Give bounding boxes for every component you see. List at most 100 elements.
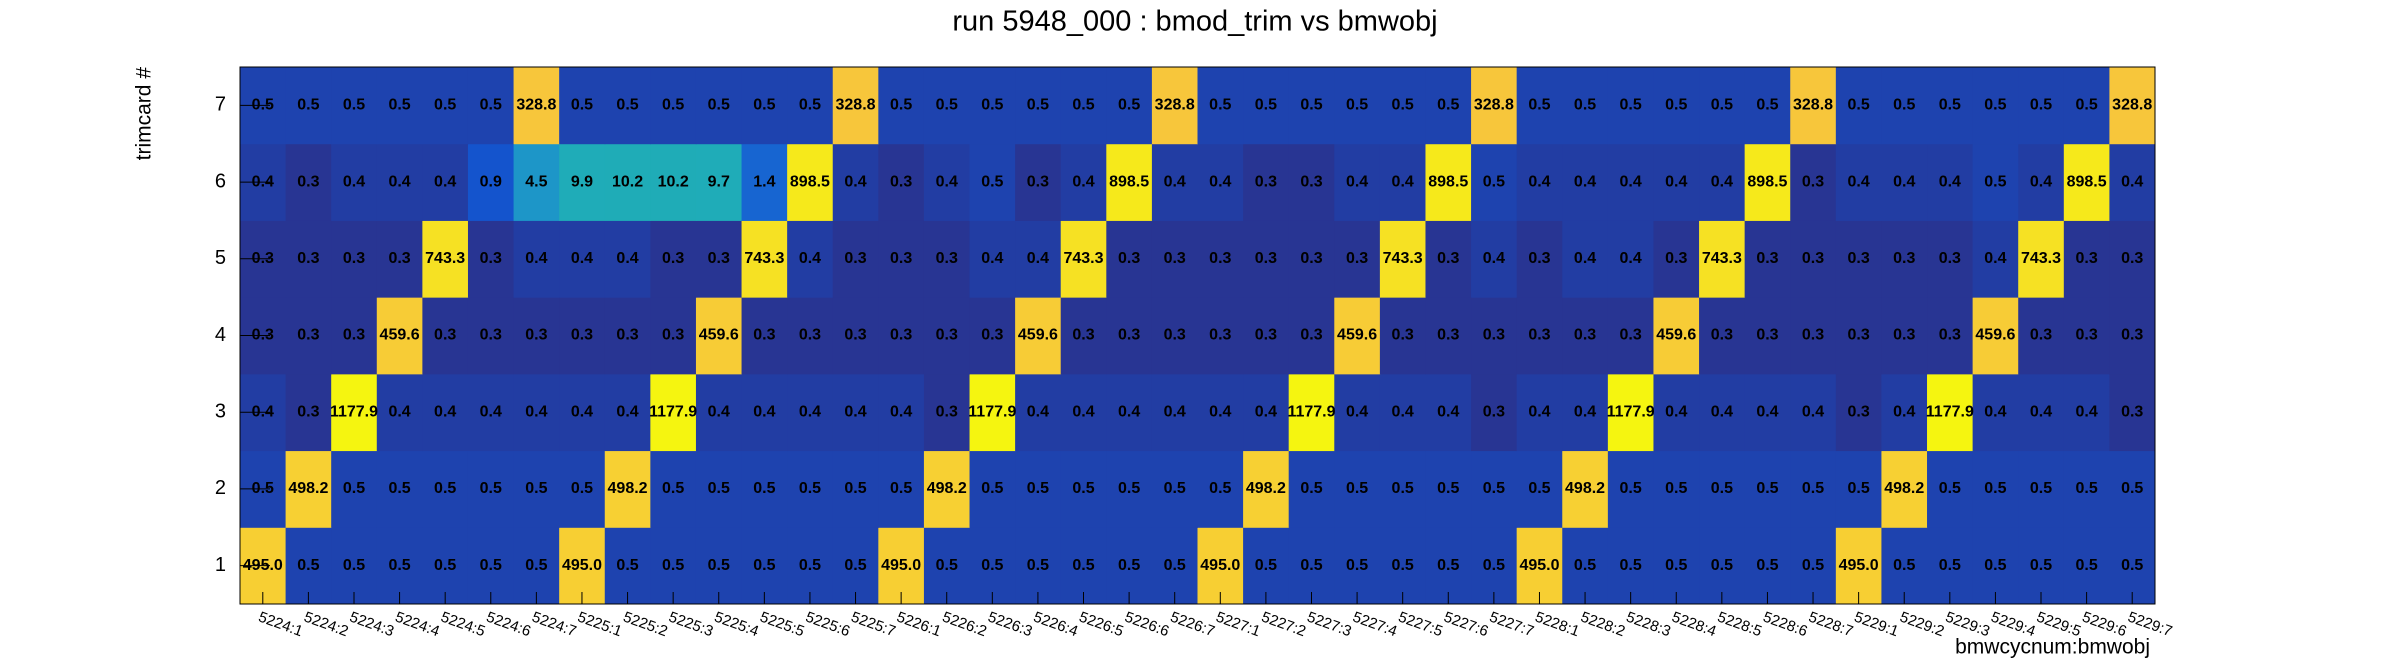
- cell-label: 0.5: [753, 97, 775, 114]
- cell-label: 0.5: [388, 480, 410, 497]
- cell-label: 0.5: [662, 480, 684, 497]
- cell-label: 0.4: [981, 250, 1003, 267]
- cell-label: 1177.9: [968, 403, 1016, 420]
- cell-label: 1.4: [753, 173, 775, 190]
- cell-label: 1177.9: [1287, 403, 1335, 420]
- cell-label: 0.4: [616, 250, 638, 267]
- cell-label: 0.5: [1620, 557, 1642, 574]
- cell-label: 0.5: [1027, 97, 1049, 114]
- cell-label: 0.3: [1483, 403, 1505, 420]
- heatmap-cell: [787, 527, 834, 605]
- cell-label: 0.4: [1756, 403, 1778, 420]
- heatmap-cell: [741, 297, 788, 375]
- cell-label: 0.3: [890, 173, 912, 190]
- heatmap-cell: [1927, 527, 1974, 605]
- cell-label: 0.3: [1528, 327, 1550, 344]
- x-tick-label: 5225:3: [666, 609, 715, 641]
- cell-label: 0.4: [708, 403, 730, 420]
- heatmap-cell: [1243, 143, 1290, 221]
- cell-label: 0.5: [1072, 557, 1094, 574]
- heatmap-cell: [1562, 373, 1609, 452]
- heatmap-cell: [1972, 67, 2019, 145]
- cell-label: 0.4: [1848, 173, 1870, 190]
- heatmap-cell: [513, 527, 560, 605]
- heatmap-cell: [1927, 220, 1974, 298]
- x-tick-label: 5224:6: [484, 609, 533, 641]
- heatmap-cell: [513, 220, 560, 298]
- cell-label: 1177.9: [330, 403, 378, 420]
- heatmap-cell: [1881, 373, 1928, 452]
- cell-label: 495.0: [562, 557, 602, 574]
- cell-label: 0.5: [1939, 557, 1961, 574]
- cell-label: 0.3: [1118, 327, 1140, 344]
- heatmap-cell: [1243, 297, 1290, 375]
- cell-label: 498.2: [1246, 480, 1286, 497]
- heatmap-cell: [1471, 220, 1518, 298]
- heatmap-cell: [1881, 527, 1928, 605]
- cell-label: 495.0: [1839, 557, 1879, 574]
- cell-label: 0.3: [1665, 250, 1687, 267]
- heatmap-cell: [1653, 143, 1700, 221]
- x-tick-label: 5224:5: [438, 609, 487, 641]
- heatmap-cell: [1562, 450, 1609, 528]
- x-tick-label: 5228:4: [1670, 609, 1719, 641]
- cell-label: 0.3: [1072, 327, 1094, 344]
- heatmap-cell: [969, 450, 1016, 528]
- cell-label: 0.5: [981, 97, 1003, 114]
- x-tick-label: 5228:2: [1578, 609, 1627, 641]
- cell-label: 743.3: [425, 250, 465, 267]
- heatmap-cell: [1835, 527, 1882, 605]
- heatmap-cell: [787, 450, 834, 528]
- cell-label: 0.3: [936, 250, 958, 267]
- heatmap-cell: [285, 373, 332, 452]
- heatmap-cell: [741, 143, 788, 221]
- heatmap-cell: [1015, 297, 1062, 375]
- heatmap-cell: [513, 373, 560, 452]
- cell-label: 0.5: [1483, 480, 1505, 497]
- cell-label: 1177.9: [1607, 403, 1655, 420]
- cell-label: 0.3: [2121, 403, 2143, 420]
- cell-label: 0.3: [1346, 250, 1368, 267]
- heatmap-cell: [376, 220, 423, 298]
- heatmap-cell: [1835, 143, 1882, 221]
- heatmap-cell: [1653, 527, 1700, 605]
- cell-label: 459.6: [1656, 327, 1696, 344]
- cell-label: 0.4: [1574, 173, 1596, 190]
- heatmap-cell: [1379, 527, 1426, 605]
- heatmap-cell: [1243, 67, 1290, 145]
- heatmap-cell: [1562, 297, 1609, 375]
- x-tick-label: 5228:5: [1715, 609, 1764, 641]
- cell-label: 1177.9: [649, 403, 697, 420]
- heatmap-cell: [695, 373, 743, 452]
- heatmap-cell: [741, 373, 788, 452]
- heatmap-cell: [1562, 143, 1609, 221]
- heatmap-cell: [331, 527, 378, 605]
- heatmap-cell: [1744, 67, 1791, 145]
- heatmap-cell: [1197, 220, 1244, 298]
- cell-label: 0.5: [1848, 480, 1870, 497]
- heatmap-cell: [878, 143, 925, 221]
- heatmap-cell: [604, 527, 651, 605]
- cell-label: 0.5: [388, 97, 410, 114]
- cell-label: 0.4: [1164, 173, 1186, 190]
- cell-label: 0.3: [1756, 250, 1778, 267]
- x-tick-label: 5227:3: [1305, 609, 1354, 641]
- cell-label: 328.8: [1474, 97, 1514, 114]
- heatmap-cell: [422, 527, 469, 605]
- heatmap-cell: [1425, 450, 1472, 528]
- cell-label: 1177.9: [1926, 403, 1974, 420]
- x-tick-label: 5228:3: [1624, 609, 1673, 641]
- heatmap-cell: [467, 67, 515, 145]
- heatmap-cell: [1790, 67, 1837, 145]
- heatmap-cell: [1607, 67, 1654, 145]
- heatmap-cell: [1562, 67, 1609, 145]
- heatmap-cell: [376, 67, 423, 145]
- heatmap-cell: [285, 527, 332, 605]
- heatmap-cell: [422, 297, 469, 375]
- heatmap-cell: [923, 67, 971, 145]
- heatmap-cell: [2109, 527, 2156, 605]
- cell-label: 0.5: [662, 557, 684, 574]
- heatmap-cell: [1197, 67, 1244, 145]
- cell-label: 0.5: [1984, 480, 2006, 497]
